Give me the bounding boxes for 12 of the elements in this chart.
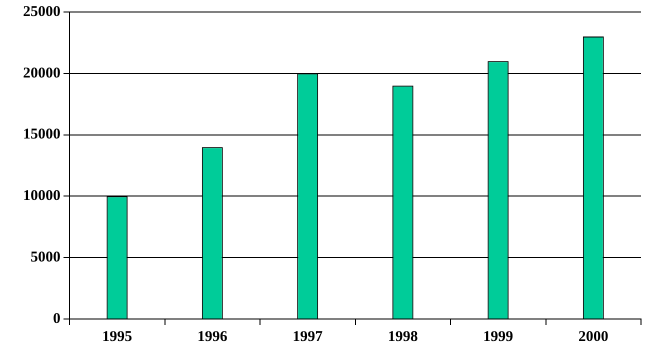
x-tick-label: 1998: [388, 328, 418, 345]
x-tick-label: 2000: [578, 328, 608, 345]
y-tick-label: 0: [53, 310, 60, 327]
y-tick-label: 25000: [23, 4, 60, 20]
x-tick-label: 1997: [292, 328, 324, 345]
y-tick-label: 20000: [23, 65, 60, 82]
y-tick-label: 5000: [30, 249, 60, 266]
y-tick-label: 15000: [23, 126, 60, 143]
y-tick-label: 10000: [23, 188, 60, 204]
x-tick-label: 1999: [483, 328, 514, 345]
x-tick-label: 1995: [102, 328, 132, 345]
x-tick-label: 1996: [197, 328, 228, 345]
